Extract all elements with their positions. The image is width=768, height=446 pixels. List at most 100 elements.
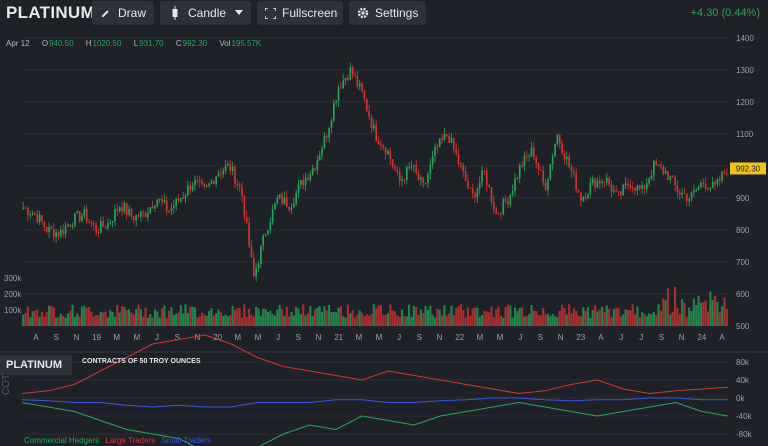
volume-bar <box>518 308 521 326</box>
x-axis-label: M <box>355 333 362 342</box>
volume-bar <box>417 314 420 326</box>
small-traders-line <box>21 397 728 408</box>
candle <box>292 203 295 208</box>
volume-bar <box>142 316 145 326</box>
candle <box>50 226 53 230</box>
candle <box>594 178 596 188</box>
volume-bar <box>525 316 528 326</box>
candle <box>467 180 469 188</box>
volume-bar <box>184 304 187 326</box>
candle <box>165 200 168 211</box>
candle <box>95 224 97 233</box>
volume-bar <box>316 307 319 326</box>
volume-bar <box>631 304 634 326</box>
volume-bar <box>497 306 500 326</box>
volume-bar <box>151 317 154 326</box>
chart-type-dropdown[interactable]: Candle <box>160 1 251 25</box>
candle <box>161 198 163 202</box>
volume-bar <box>699 302 702 326</box>
candle <box>104 226 107 229</box>
candle <box>415 165 418 173</box>
candle <box>224 165 227 171</box>
legend-large-traders[interactable]: Large Traders <box>105 436 156 445</box>
volume-bar <box>205 315 208 326</box>
candle <box>420 177 422 180</box>
candle <box>688 198 690 201</box>
candle <box>605 177 608 183</box>
volume-bar <box>43 316 46 326</box>
legend-small-traders[interactable]: Small Traders <box>161 436 211 445</box>
candle <box>351 67 354 75</box>
volume-bar <box>45 311 48 326</box>
volume-bar <box>384 314 387 326</box>
volume-axis-label: 100k <box>4 306 22 315</box>
volume-bar <box>551 314 554 326</box>
volume-bar <box>358 310 361 326</box>
candle <box>163 200 166 202</box>
settings-button[interactable]: Settings <box>349 1 426 25</box>
candle <box>175 198 177 207</box>
volume-bar <box>396 315 399 326</box>
volume-bar <box>504 306 507 326</box>
candle <box>264 233 267 236</box>
volume-bar <box>160 308 164 326</box>
cot-axis-label: 0k <box>736 394 745 403</box>
candle <box>676 185 679 193</box>
volume-bar <box>33 310 37 326</box>
volume-bar <box>577 315 580 326</box>
fullscreen-button[interactable]: Fullscreen <box>257 1 343 25</box>
legend-commercial-hedgers[interactable]: Commercial Hedgers <box>24 436 100 445</box>
volume-bar <box>123 306 126 326</box>
volume-bar <box>318 306 321 326</box>
y-axis-label: 1300 <box>736 66 754 75</box>
candle <box>363 91 366 99</box>
volume-bar <box>685 316 688 326</box>
volume-bar <box>448 313 451 326</box>
candle <box>551 156 554 165</box>
volume-bar <box>433 317 437 326</box>
volume-bar <box>170 307 173 326</box>
candle <box>290 207 293 210</box>
candle <box>490 187 493 202</box>
volume-bar <box>139 309 142 326</box>
volume-bar <box>443 305 446 326</box>
volume-bar <box>379 305 382 326</box>
volume-bar <box>466 307 470 326</box>
candle <box>582 196 585 201</box>
candle <box>128 208 130 215</box>
candle <box>655 160 658 166</box>
volume-bar <box>64 317 67 326</box>
x-axis-label: S <box>538 333 543 342</box>
candle <box>241 186 243 196</box>
volume-bar <box>363 316 366 326</box>
candle <box>215 176 217 185</box>
candle <box>478 182 481 189</box>
volume-bar <box>283 315 286 326</box>
cot-axis-label: 40k <box>736 376 750 385</box>
candle <box>31 213 34 215</box>
volume-bar <box>304 315 307 326</box>
volume-bar <box>718 312 721 326</box>
candle <box>100 221 102 233</box>
volume-bar <box>130 312 133 326</box>
x-axis-label: N <box>558 333 564 342</box>
volume-bar <box>671 312 674 326</box>
volume-bar <box>203 314 206 326</box>
draw-button[interactable]: Draw <box>92 1 154 25</box>
volume-bar <box>328 305 331 326</box>
volume-bar <box>492 317 495 326</box>
volume-bar <box>125 309 128 326</box>
volume-bar <box>370 314 373 326</box>
volume-bar <box>695 304 698 326</box>
volume-bar <box>591 309 594 326</box>
volume-bar <box>438 309 441 326</box>
candle <box>453 137 455 150</box>
volume-bar <box>650 314 653 326</box>
volume-bar <box>725 308 728 326</box>
candle <box>217 173 220 177</box>
candle <box>151 207 154 209</box>
volume-bar <box>523 316 526 326</box>
candle <box>297 184 300 193</box>
candle <box>340 87 342 89</box>
